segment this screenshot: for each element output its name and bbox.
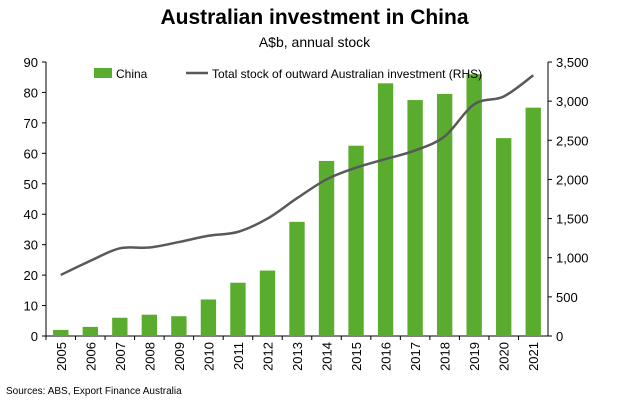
left-tick-label: 30 bbox=[24, 238, 38, 253]
right-tick-label: 3,000 bbox=[556, 94, 589, 109]
bar-china bbox=[525, 107, 541, 337]
bar-china bbox=[259, 270, 276, 336]
x-tick-label: 2017 bbox=[408, 342, 423, 371]
left-tick-label: 90 bbox=[24, 55, 38, 70]
x-tick-label: 2006 bbox=[83, 342, 98, 371]
chart-subtitle: A$b, annual stock bbox=[258, 34, 371, 50]
tick-labels: 0 10 20 30 40 50 60 70 80 90 0 500 1,000 1,500 2,000 2,… bbox=[24, 55, 589, 371]
left-tick-label: 80 bbox=[24, 85, 38, 100]
bar-china bbox=[53, 329, 69, 336]
left-tick-label: 0 bbox=[31, 329, 38, 344]
left-tick-label: 70 bbox=[24, 116, 38, 131]
legend-label-total-stock: Total stock of outward Australian invest… bbox=[212, 67, 482, 81]
bar-china bbox=[200, 299, 217, 336]
bar-china bbox=[230, 282, 246, 336]
bar-china bbox=[436, 93, 453, 336]
source-note: Sources: ABS, Export Finance Australia bbox=[6, 386, 182, 397]
legend-swatch-china bbox=[94, 68, 112, 78]
right-tick-label: 2,500 bbox=[556, 133, 589, 148]
x-tick-label: 2007 bbox=[113, 342, 128, 371]
right-tick-label: 2,000 bbox=[556, 172, 589, 187]
bar-china bbox=[496, 138, 512, 336]
x-tick-label: 2008 bbox=[142, 342, 157, 371]
bar-china bbox=[289, 221, 305, 336]
x-tick-label: 2020 bbox=[497, 342, 512, 371]
bar-china bbox=[377, 83, 394, 336]
x-tick-label: 2015 bbox=[349, 342, 364, 371]
left-tick-label: 40 bbox=[24, 207, 38, 222]
x-tick-label: 2014 bbox=[320, 342, 335, 371]
bar-china bbox=[348, 145, 364, 336]
bar-china bbox=[171, 316, 187, 336]
bar-china bbox=[112, 317, 128, 336]
bar-china bbox=[466, 74, 482, 336]
x-tick-label: 2005 bbox=[54, 342, 69, 371]
left-tick-label: 50 bbox=[24, 177, 38, 192]
x-tick-label: 2009 bbox=[172, 342, 187, 371]
x-tick-label: 2011 bbox=[231, 342, 246, 370]
right-tick-label: 500 bbox=[556, 290, 578, 305]
bar-china bbox=[82, 326, 98, 336]
x-tick-label: 2012 bbox=[260, 342, 275, 371]
x-tick-label: 2010 bbox=[201, 342, 216, 371]
x-tick-label: 2018 bbox=[438, 342, 453, 371]
left-tick-label: 20 bbox=[24, 268, 38, 283]
legend-label-china: China bbox=[116, 67, 148, 81]
bar-china bbox=[141, 314, 158, 336]
x-tick-label: 2021 bbox=[526, 342, 541, 371]
legend: China Total stock of outward Australian … bbox=[94, 67, 482, 81]
right-tick-label: 0 bbox=[556, 329, 563, 344]
x-tick-label: 2016 bbox=[379, 342, 394, 371]
right-tick-label: 3,500 bbox=[556, 55, 589, 70]
bar-series-china bbox=[53, 74, 541, 337]
chart-title: Australian investment in China bbox=[160, 6, 469, 29]
right-tick-label: 1,000 bbox=[556, 251, 589, 266]
bar-china bbox=[407, 100, 423, 336]
x-tick-label: 2013 bbox=[290, 342, 305, 371]
bar-china bbox=[318, 160, 335, 336]
left-tick-label: 10 bbox=[24, 299, 38, 314]
right-tick-label: 1,500 bbox=[556, 212, 589, 227]
left-tick-label: 60 bbox=[24, 146, 38, 161]
line-series-total-stock bbox=[60, 74, 534, 277]
x-tick-label: 2019 bbox=[467, 342, 482, 371]
